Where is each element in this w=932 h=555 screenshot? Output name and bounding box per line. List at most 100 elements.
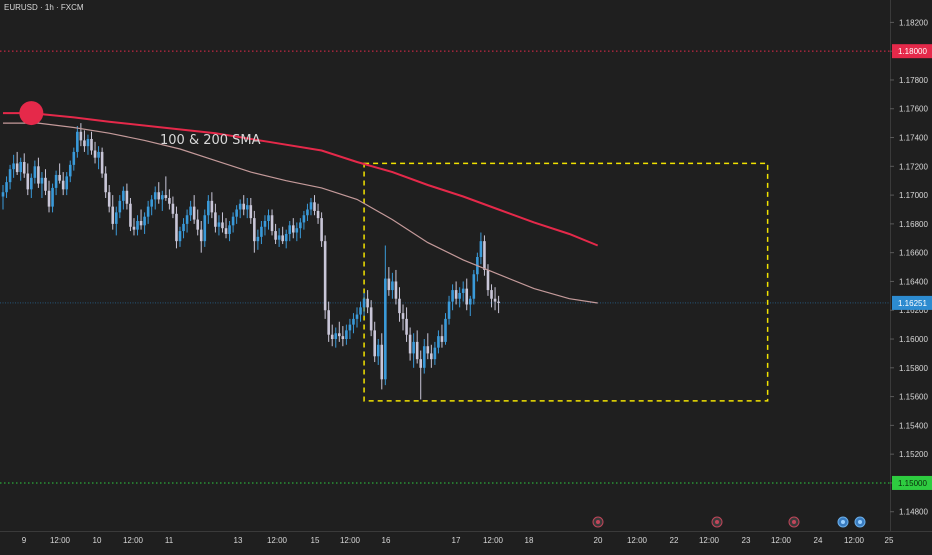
y-tick-label: 1.17600 (899, 105, 928, 114)
sma-marker-circle[interactable] (19, 101, 44, 126)
y-tick-label: 1.17800 (899, 76, 928, 85)
y-tick-label: 1.16200 (899, 306, 928, 315)
candle-body (192, 206, 196, 220)
candle-body (458, 292, 461, 299)
candle-body (90, 138, 93, 151)
candle-body (430, 353, 433, 360)
candle-body (143, 216, 146, 226)
candle-body (288, 225, 292, 234)
candle-body (8, 169, 12, 183)
candle-body (189, 206, 192, 216)
candle-body (104, 173, 107, 193)
y-tick-label: 1.15800 (899, 364, 928, 373)
y-tick-label: 1.14800 (899, 508, 928, 517)
candle-body (490, 290, 493, 299)
y-tick-label: 1.18200 (899, 18, 928, 27)
candle-body (366, 298, 369, 308)
candle-body (465, 288, 469, 305)
candle-body (447, 301, 451, 319)
candle-body (369, 307, 373, 331)
support-price-tag (892, 475, 932, 490)
candle-body (235, 209, 238, 217)
candle-body (44, 177, 47, 191)
candle-body (415, 341, 419, 360)
candle-body (334, 333, 338, 340)
candle-body (359, 307, 362, 315)
candle-body (327, 310, 330, 335)
candle-body (15, 163, 19, 173)
candle-body (345, 330, 348, 340)
candle-body (391, 281, 394, 291)
candle-body (185, 215, 189, 224)
candle-body (398, 298, 401, 314)
candle-body (454, 290, 458, 299)
candle-body (30, 177, 33, 190)
candle-body (199, 229, 203, 242)
globe-icon-dot (858, 520, 862, 524)
x-tick-label: 9 (22, 536, 27, 545)
candle-body (479, 241, 483, 257)
candle-body (33, 166, 37, 178)
candle-body (153, 192, 157, 200)
candle-body (100, 151, 104, 174)
resistance-price-label: 1.18000 (898, 47, 927, 56)
candle-body (352, 318, 355, 325)
candle-body (440, 336, 444, 342)
support-price-label: 1.15000 (898, 479, 927, 488)
candle-body (468, 298, 472, 305)
candle-body (405, 318, 408, 335)
candle-body (51, 187, 54, 207)
candle-body (384, 278, 387, 380)
candle-body (422, 346, 426, 368)
candle-body (22, 161, 26, 174)
candle-body (97, 151, 100, 158)
candle-body (217, 222, 221, 227)
candle-body (47, 190, 51, 207)
candle-body (309, 202, 313, 210)
candle-body (437, 336, 440, 348)
candle-body (444, 318, 447, 342)
sma-annotation: 100 & 200 SMA (160, 133, 261, 148)
range-box[interactable] (363, 162, 769, 402)
x-tick-label: 12:00 (340, 536, 361, 545)
candle-body (228, 225, 231, 234)
sma100-line[interactable] (3, 122, 598, 304)
x-tick-label: 10 (93, 536, 102, 545)
candle-body (157, 192, 161, 200)
candle-body (355, 314, 359, 319)
candle-body (65, 176, 69, 190)
candle-body (249, 205, 253, 219)
x-axis[interactable]: 9 12:00 10 12:00 11 13 12:00 15 12:00 16 17 12:00 18… (22, 536, 894, 545)
x-tick-label: 13 (234, 536, 243, 545)
candle-body (267, 215, 270, 222)
x-tick-label: 12:00 (771, 536, 792, 545)
candle-body (341, 336, 345, 340)
x-tick-label: 12:00 (267, 536, 288, 545)
candle-body (132, 226, 136, 230)
y-tick-label: 1.17400 (899, 134, 928, 143)
candle-body (164, 195, 168, 198)
candle-body (214, 212, 217, 227)
candle-body (107, 192, 111, 207)
candle-body (79, 131, 83, 141)
candle-body (323, 241, 327, 311)
candle-body (210, 200, 214, 213)
candle-body (281, 235, 284, 242)
candles (1, 123, 500, 400)
candle-body (483, 241, 486, 270)
candle-body (68, 164, 72, 177)
candle-body (245, 205, 249, 210)
x-tick-label: 12:00 (699, 536, 720, 545)
x-tick-label: 24 (814, 536, 823, 545)
candle-body (203, 215, 207, 242)
x-tick-label: 20 (594, 536, 603, 545)
candle-body (118, 200, 122, 213)
candle-body (263, 221, 267, 227)
candle-body (231, 216, 235, 226)
candle-body (313, 202, 316, 211)
y-tick-label: 1.16600 (899, 249, 928, 258)
candle-body (451, 290, 454, 302)
sma200-line[interactable] (3, 112, 599, 247)
